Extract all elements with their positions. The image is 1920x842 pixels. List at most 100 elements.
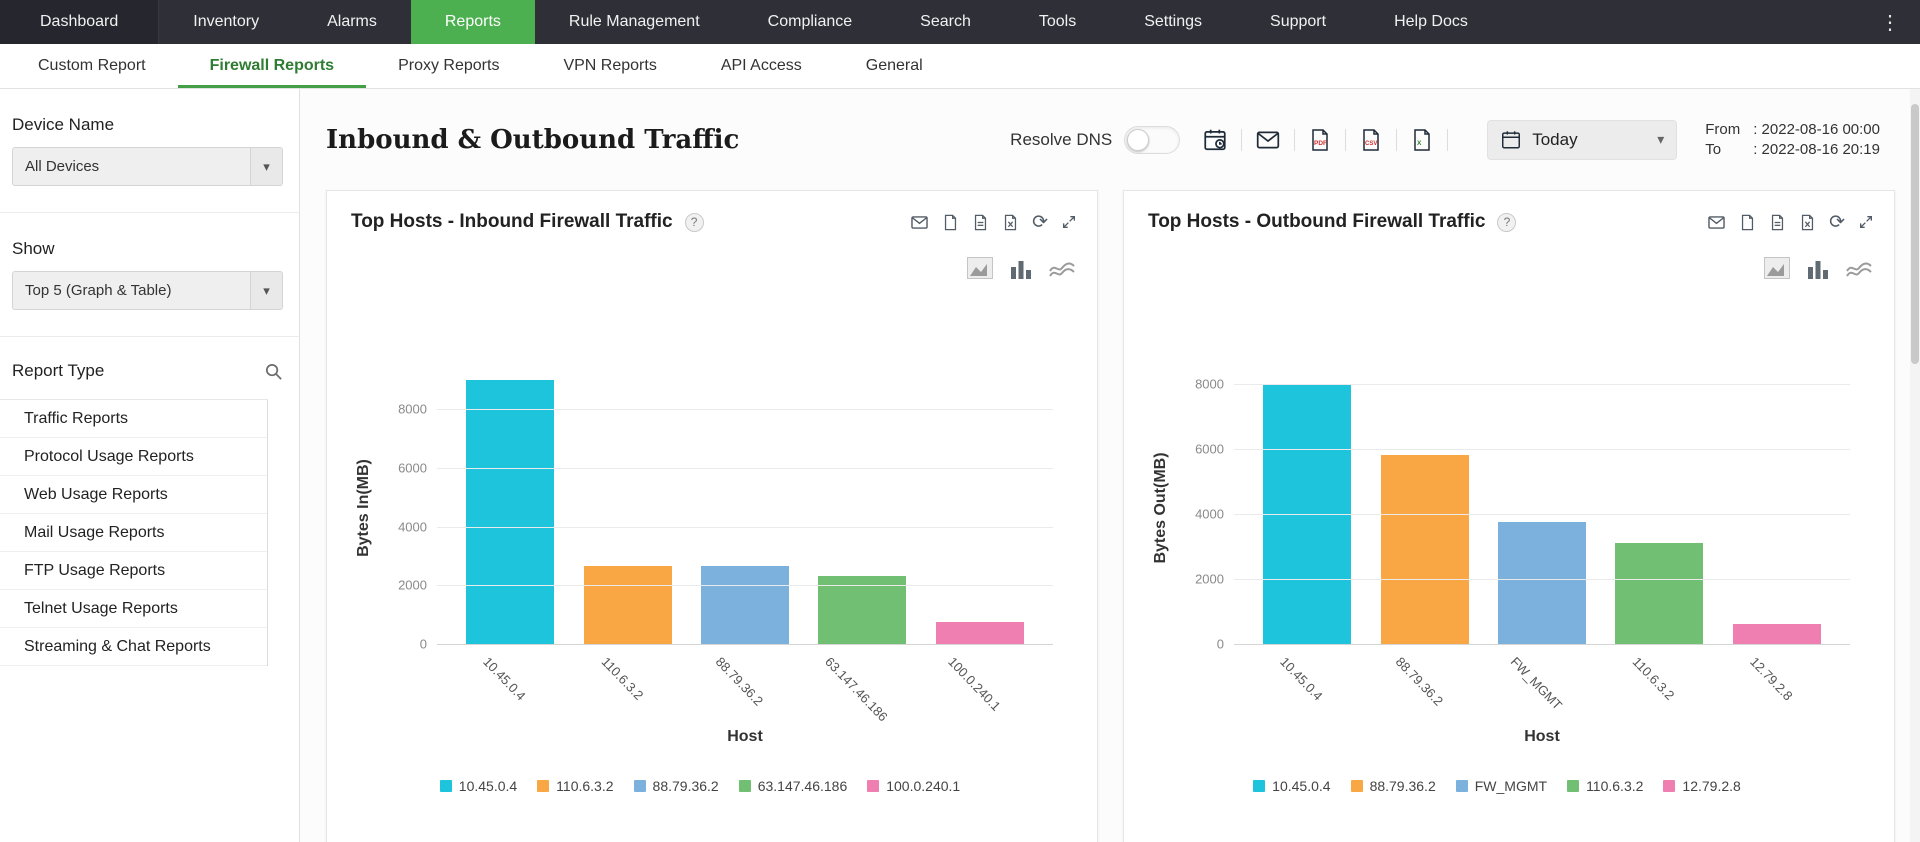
tab-proxy-reports[interactable]: Proxy Reports (398, 57, 500, 74)
export-xls-icon[interactable] (1799, 213, 1816, 232)
scrollbar-thumb[interactable] (1911, 104, 1919, 364)
sidebar-item-ftp-usage-reports[interactable]: FTP Usage Reports (0, 552, 267, 590)
divider (1241, 128, 1243, 151)
bar-100.0.240.1[interactable] (935, 622, 1024, 644)
main-content: Inbound & Outbound Traffic Resolve DNS (300, 89, 1920, 842)
tab-firewall-reports[interactable]: Firewall Reports (177, 44, 367, 88)
tab-custom-report[interactable]: Custom Report (38, 57, 146, 74)
legend-item-110.6.3.2[interactable]: 110.6.3.2 (1567, 778, 1643, 794)
chevron-down-icon[interactable]: ▾ (250, 148, 282, 185)
y-axis-ticks: 0 2000 4000 6000 8000 (1178, 371, 1234, 652)
export-csv-icon[interactable]: CSV (1357, 127, 1385, 153)
nav-rule-management[interactable]: Rule Management (568, 13, 700, 30)
vertical-scrollbar[interactable] (1910, 89, 1920, 842)
bar-110.6.3.2[interactable] (583, 566, 672, 644)
nav-reports[interactable]: Reports (410, 0, 535, 44)
export-csv-icon[interactable] (1769, 213, 1786, 232)
y-tick-label: 0 (419, 636, 427, 652)
legend-item-FW_MGMT[interactable]: FW_MGMT (1455, 778, 1548, 794)
help-icon[interactable]: ? (684, 212, 704, 232)
legend-label: 12.79.2.8 (1682, 778, 1741, 794)
nav-support[interactable]: Support (1270, 13, 1327, 30)
bar-12.79.2.8[interactable] (1732, 624, 1821, 644)
export-pdf-icon[interactable] (1739, 213, 1756, 232)
expand-icon[interactable] (1061, 214, 1077, 230)
legend-item-10.45.0.4[interactable]: 10.45.0.4 (439, 778, 517, 794)
sidebar-item-streaming-chat-reports[interactable]: Streaming & Chat Reports (0, 628, 267, 666)
y-tick-label: 0 (1216, 636, 1224, 652)
email-icon[interactable] (1707, 213, 1726, 232)
legend-label: FW_MGMT (1474, 778, 1548, 794)
export-xls-icon[interactable] (1002, 213, 1019, 232)
nav-compliance[interactable]: Compliance (767, 13, 853, 30)
legend-item-63.147.46.186[interactable]: 63.147.46.186 (738, 778, 847, 794)
sidebar-item-telnet-usage-reports[interactable]: Telnet Usage Reports (0, 590, 267, 628)
bar-chart-icon[interactable] (1009, 257, 1033, 279)
help-icon[interactable]: ? (1497, 212, 1517, 232)
card-toolbar: ⟳ (910, 213, 1077, 232)
sidebar-item-traffic-reports[interactable]: Traffic Reports (0, 400, 267, 438)
legend-item-110.6.3.2[interactable]: 110.6.3.2 (537, 778, 614, 794)
x-axis-title: Host (727, 728, 763, 745)
email-icon[interactable] (910, 213, 929, 232)
export-pdf-icon[interactable] (942, 213, 959, 232)
sidebar-item-mail-usage-reports[interactable]: Mail Usage Reports (0, 514, 267, 552)
nav-inventory[interactable]: Inventory (193, 13, 260, 30)
bar-88.79.36.2[interactable] (700, 566, 789, 644)
bar-110.6.3.2[interactable] (1615, 543, 1704, 644)
chevron-down-icon[interactable]: ▾ (250, 272, 282, 309)
schedule-report-icon[interactable] (1200, 127, 1230, 153)
show-select[interactable]: Top 5 (Graph & Table) ▾ (12, 271, 283, 310)
sidebar-item-protocol-usage-reports[interactable]: Protocol Usage Reports (0, 438, 267, 476)
nav-tools[interactable]: Tools (1038, 13, 1077, 30)
device-select[interactable]: All Devices ▾ (12, 147, 283, 186)
gridline (437, 585, 1053, 587)
legend-item-12.79.2.8[interactable]: 12.79.2.8 (1663, 778, 1741, 794)
bar-88.79.36.2[interactable] (1380, 455, 1469, 644)
tab-vpn-reports[interactable]: VPN Reports (563, 57, 657, 74)
bar-chart-icon[interactable] (1806, 257, 1830, 279)
area-chart-icon[interactable] (1764, 257, 1790, 279)
tab-general[interactable]: General (865, 57, 923, 74)
nav-search[interactable]: Search (920, 13, 971, 30)
nav-dashboard[interactable]: Dashboard (0, 0, 160, 44)
bar-FW_MGMT[interactable] (1497, 522, 1586, 644)
area-chart-icon[interactable] (967, 257, 993, 279)
bar-63.147.46.186[interactable] (818, 576, 907, 644)
legend-item-88.79.36.2[interactable]: 88.79.36.2 (1350, 778, 1436, 794)
expand-icon[interactable] (1858, 214, 1874, 230)
resolve-dns-toggle[interactable] (1124, 125, 1181, 154)
nav-alarms[interactable]: Alarms (327, 13, 377, 30)
refresh-icon[interactable]: ⟳ (1032, 211, 1048, 233)
device-select-value: All Devices (25, 158, 100, 175)
divider (1294, 128, 1296, 151)
bar-10.45.0.4[interactable] (466, 380, 555, 644)
kebab-menu-icon[interactable]: ⋮ (1880, 11, 1900, 34)
x-category-label: 88.79.36.2 (712, 654, 767, 709)
export-pdf-icon[interactable]: PDF (1306, 127, 1334, 153)
refresh-icon[interactable]: ⟳ (1829, 211, 1845, 233)
divider (1447, 128, 1449, 151)
device-name-label: Device Name (12, 115, 115, 134)
stream-chart-icon[interactable] (1049, 257, 1075, 279)
bar-slot: FW_MGMT (1497, 371, 1586, 713)
gridline (437, 409, 1053, 411)
email-icon[interactable] (1253, 127, 1283, 153)
legend-item-10.45.0.4[interactable]: 10.45.0.4 (1253, 778, 1331, 794)
tab-api-access[interactable]: API Access (720, 57, 802, 74)
nav-help-docs[interactable]: Help Docs (1394, 13, 1468, 30)
gridline (1234, 384, 1850, 385)
export-xls-icon[interactable]: X (1408, 127, 1436, 153)
period-select[interactable]: Today ▾ (1487, 119, 1678, 160)
divider (0, 212, 299, 213)
search-icon[interactable] (264, 362, 283, 381)
gridline (437, 644, 1053, 645)
period-value: Today (1532, 129, 1578, 149)
legend-item-100.0.240.1[interactable]: 100.0.240.1 (867, 778, 960, 794)
nav-settings[interactable]: Settings (1144, 13, 1203, 30)
sidebar-item-web-usage-reports[interactable]: Web Usage Reports (0, 476, 267, 514)
x-category-label: 10.45.0.4 (480, 654, 530, 704)
export-csv-icon[interactable] (972, 213, 989, 232)
legend-item-88.79.36.2[interactable]: 88.79.36.2 (633, 778, 719, 794)
stream-chart-icon[interactable] (1846, 257, 1872, 279)
